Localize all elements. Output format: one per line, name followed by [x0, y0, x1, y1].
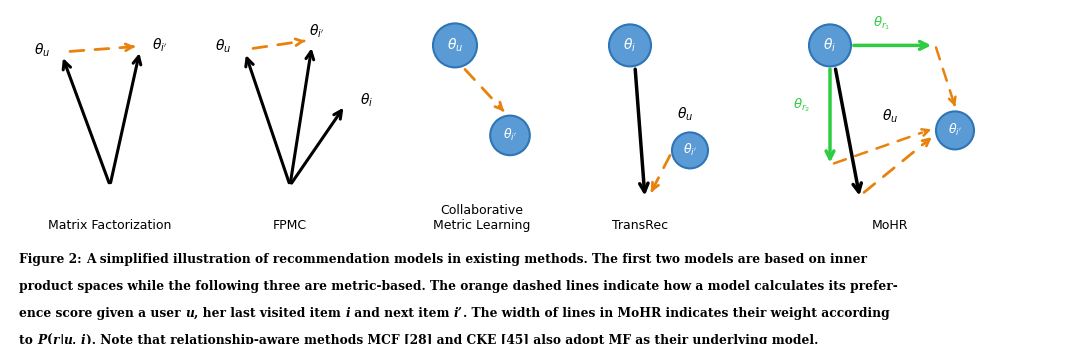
Text: TransRec: TransRec — [612, 219, 669, 233]
Text: , her last visited item: , her last visited item — [194, 307, 346, 320]
Text: P: P — [38, 334, 46, 344]
Text: i: i — [81, 334, 85, 344]
Circle shape — [490, 116, 530, 155]
Text: ,: , — [72, 334, 81, 344]
Text: u: u — [64, 334, 72, 344]
Text: u: u — [186, 307, 194, 320]
Text: to: to — [19, 334, 38, 344]
Text: $\theta_{u}$: $\theta_{u}$ — [882, 107, 899, 125]
Text: FPMC: FPMC — [273, 219, 307, 233]
Circle shape — [809, 24, 851, 66]
Text: $\theta_{i'}$: $\theta_{i'}$ — [152, 37, 167, 54]
Text: product spaces while the following three are metric-based. The orange dashed lin: product spaces while the following three… — [19, 280, 899, 293]
Text: $\theta_{u}$: $\theta_{u}$ — [215, 38, 231, 55]
Text: $\theta_{i'}$: $\theta_{i'}$ — [948, 122, 962, 138]
Circle shape — [609, 24, 651, 66]
Text: |: | — [59, 334, 64, 344]
Text: $\theta_{u}$: $\theta_{u}$ — [447, 37, 463, 54]
Text: A simplified illustration of recommendation models in existing methods. The firs: A simplified illustration of recommendat… — [86, 253, 867, 266]
Text: $\theta_{u}$: $\theta_{u}$ — [677, 105, 693, 122]
Text: i: i — [346, 307, 350, 320]
Circle shape — [433, 23, 477, 67]
Text: $\theta_{i'}$: $\theta_{i'}$ — [503, 127, 517, 143]
Text: (: ( — [46, 334, 53, 344]
Text: $\theta_{i}$: $\theta_{i}$ — [823, 37, 837, 54]
Text: and next item: and next item — [350, 307, 454, 320]
Text: $\theta_{r_2}$: $\theta_{r_2}$ — [794, 97, 811, 114]
Text: Matrix Factorization: Matrix Factorization — [49, 219, 172, 233]
Text: $\theta_{i}$: $\theta_{i}$ — [361, 92, 374, 109]
Text: ence score given a user: ence score given a user — [19, 307, 186, 320]
Text: ). Note that relationship-aware methods MCF [28] and CKE [45] also adopt MF as t: ). Note that relationship-aware methods … — [85, 334, 818, 344]
Circle shape — [936, 111, 974, 149]
Text: $\theta_{r_1}$: $\theta_{r_1}$ — [874, 14, 891, 32]
Text: $\theta_{i'}$: $\theta_{i'}$ — [683, 142, 698, 159]
Text: $\theta_{i'}$: $\theta_{i'}$ — [309, 23, 325, 40]
Text: MoHR: MoHR — [872, 219, 908, 233]
Circle shape — [672, 132, 708, 169]
Text: Collaborative
Metric Learning: Collaborative Metric Learning — [433, 204, 530, 233]
Text: . The width of lines in MoHR indicates their weight according: . The width of lines in MoHR indicates t… — [462, 307, 889, 320]
Text: i’: i’ — [454, 307, 462, 320]
Text: $\theta_{u}$: $\theta_{u}$ — [33, 42, 50, 59]
Text: $\theta_{i}$: $\theta_{i}$ — [623, 37, 636, 54]
Text: r: r — [53, 334, 59, 344]
Text: Figure 2:: Figure 2: — [19, 253, 86, 266]
